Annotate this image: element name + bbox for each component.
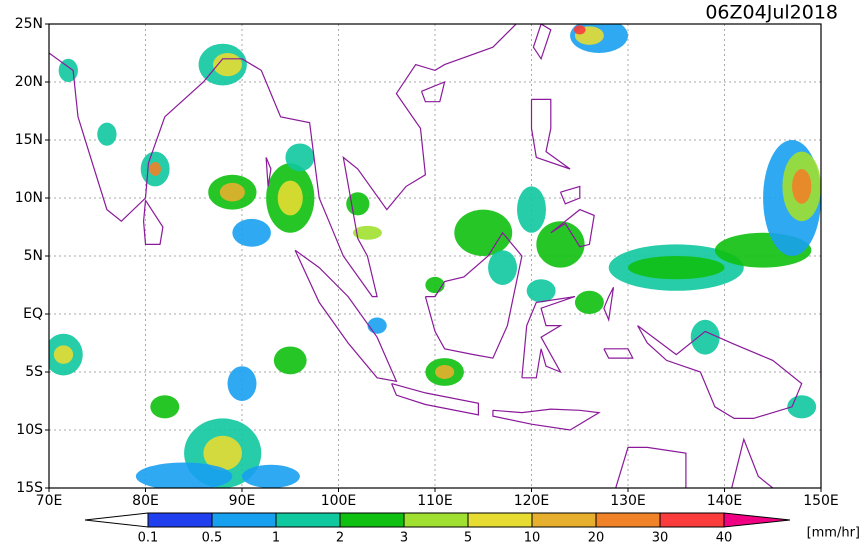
coastline — [637, 325, 803, 419]
colorbar-high — [723, 512, 791, 528]
coastline — [492, 408, 601, 431]
coastline — [559, 185, 581, 205]
coastline — [294, 249, 398, 383]
rain-area — [454, 209, 513, 256]
coastline — [424, 231, 523, 359]
lat-label: EQ — [23, 306, 43, 322]
lat-label: 5S — [25, 364, 43, 380]
colorbar-box — [275, 512, 341, 528]
lat-label: 25N — [15, 16, 43, 32]
rain-area — [149, 162, 161, 176]
coastline — [550, 208, 595, 248]
colorbar-label: 10 — [524, 531, 541, 544]
lon-label: 110E — [417, 493, 453, 509]
lon-label: 80E — [132, 493, 159, 509]
lat-label: 10N — [15, 190, 43, 206]
lat-label: 15S — [16, 480, 43, 496]
rain-area — [53, 345, 74, 364]
map-title: 06Z04Jul2018 — [705, 2, 838, 24]
colorbar-box — [659, 512, 725, 528]
coastline — [420, 81, 446, 103]
grid — [49, 24, 821, 488]
coastline — [603, 348, 634, 359]
rain-area — [367, 317, 387, 334]
colorbar-box — [147, 512, 213, 528]
coastline — [530, 98, 571, 170]
coastlines — [49, 24, 821, 488]
rain-area — [150, 395, 180, 419]
rain-area — [285, 143, 315, 172]
rain-area — [232, 218, 271, 247]
rain-area — [135, 462, 233, 488]
colorbar-label: 0.5 — [202, 531, 223, 544]
colorbar-box — [531, 512, 597, 528]
rain-area — [277, 180, 303, 216]
colorbar-label: 0.1 — [138, 531, 159, 544]
rain-area — [352, 225, 382, 240]
lon-label: 130E — [610, 493, 646, 509]
rain-area — [792, 169, 812, 204]
coastline — [265, 157, 272, 187]
lat-label: 20N — [15, 74, 43, 90]
coastline — [603, 287, 615, 323]
coastline — [142, 199, 164, 245]
colorbar-label: 40 — [716, 531, 733, 544]
coastline — [391, 383, 479, 416]
lon-label: 100E — [321, 493, 357, 509]
colorbar-unit: [mm/hr] — [807, 526, 860, 541]
colorbar-box — [339, 512, 405, 528]
rain-area — [517, 186, 546, 233]
rain-area — [536, 221, 585, 268]
colorbar-box — [403, 512, 469, 528]
axes: 70E 80E 90E 100E 110E 120E 130E 140E 150E 25N 20N 1… — [15, 16, 839, 509]
lon-label: 90E — [229, 493, 256, 509]
colorbar-box — [467, 512, 533, 528]
colorbar-label: 5 — [464, 531, 472, 544]
lon-label: 120E — [514, 493, 550, 509]
rain-area — [573, 25, 586, 35]
lat-label: 15N — [15, 132, 43, 148]
rain-area — [97, 122, 117, 146]
colorbar-label: 2 — [336, 531, 344, 544]
lat-label: 5N — [24, 248, 43, 264]
rain-area — [273, 346, 307, 375]
colorbar-box — [211, 512, 277, 528]
rain-area — [227, 366, 257, 401]
coastline — [521, 296, 576, 379]
colorbar-label: 3 — [400, 531, 408, 544]
colorbar-label: 1 — [272, 531, 280, 544]
rain-area — [219, 182, 245, 202]
colorbar-label: 20 — [588, 531, 605, 544]
lat-label: 10S — [16, 422, 43, 438]
lon-label: 150E — [803, 493, 839, 509]
rain-area — [242, 464, 300, 488]
colorbar: 0.1 0.5 1 2 3 5 10 20 30 40 [mm/hr] — [84, 512, 860, 544]
coastline — [49, 24, 517, 298]
rain-area — [488, 250, 518, 285]
rain-area — [628, 256, 725, 280]
coastline — [532, 24, 552, 61]
rain-area — [574, 290, 604, 314]
rain-area — [203, 435, 242, 471]
rain-area — [435, 365, 455, 379]
lon-label: 140E — [707, 493, 743, 509]
rain-area — [346, 192, 370, 216]
rain-area — [690, 319, 720, 355]
coastline — [615, 437, 774, 488]
colorbar-box — [595, 512, 661, 528]
colorbar-label: 30 — [652, 531, 669, 544]
lon-label: 70E — [36, 493, 63, 509]
rain-area — [526, 279, 556, 303]
